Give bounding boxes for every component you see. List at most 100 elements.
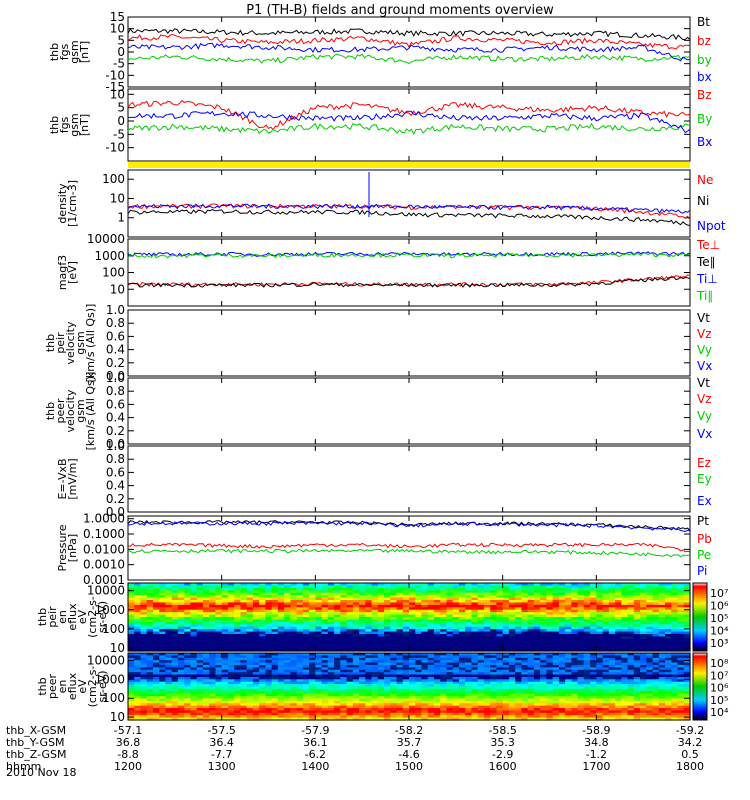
heatmap-cell	[646, 691, 654, 695]
heatmap-cell	[359, 696, 366, 700]
heatmap-cell	[252, 657, 260, 661]
heatmap-cell	[502, 626, 510, 630]
heatmap-cell	[221, 629, 229, 633]
heatmap-cell	[384, 626, 391, 630]
heatmap-cell	[190, 674, 198, 678]
heatmap-cell	[477, 612, 485, 616]
heatmap-cell	[496, 634, 504, 638]
heatmap-cell	[259, 621, 266, 625]
heatmap-cell	[683, 595, 691, 599]
heatmap-cell	[159, 688, 167, 692]
heatmap-cell	[658, 686, 666, 690]
heatmap-cell	[265, 686, 273, 690]
heatmap-cell	[583, 595, 591, 599]
y-tick-label: 5	[117, 33, 125, 47]
heatmap-cell	[234, 679, 241, 683]
y-axis-label: thb	[44, 334, 57, 352]
heatmap-cell	[533, 686, 541, 690]
heatmap-cell	[615, 691, 622, 695]
heatmap-cell	[415, 674, 423, 678]
heatmap-cell	[477, 669, 485, 673]
heatmap-cell	[321, 662, 329, 666]
heatmap-cell	[608, 657, 616, 661]
heatmap-cell	[365, 664, 373, 668]
heatmap-cell	[271, 672, 279, 676]
heatmap-cell	[402, 672, 410, 676]
heatmap-cell	[665, 631, 672, 635]
heatmap-cell	[359, 626, 366, 630]
heatmap-cell	[152, 602, 160, 606]
heatmap-cell	[396, 636, 404, 640]
heatmap-cell	[352, 705, 360, 709]
heatmap-cell	[340, 708, 348, 712]
heatmap-cell	[377, 636, 385, 640]
heatmap-cell	[621, 609, 629, 613]
heatmap-cell	[259, 693, 266, 697]
heatmap-cell	[677, 612, 685, 616]
heatmap-cell	[265, 590, 273, 594]
heatmap-cell	[277, 604, 285, 608]
heatmap-cell	[440, 636, 448, 640]
heatmap-cell	[146, 595, 154, 599]
heatmap-cell	[321, 604, 329, 608]
heatmap-cell	[352, 664, 360, 668]
heatmap-cell	[296, 667, 304, 671]
heatmap-cell	[565, 621, 572, 625]
y-tick-label: 0.2	[106, 492, 125, 506]
heatmap-cell	[427, 604, 435, 608]
heatmap-cell	[259, 662, 266, 666]
heatmap-cell	[477, 674, 485, 678]
heatmap-cell	[390, 617, 398, 621]
heatmap-cell	[502, 674, 510, 678]
heatmap-cell	[277, 619, 285, 623]
heatmap-cell	[284, 669, 291, 673]
heatmap-cell	[377, 600, 385, 604]
heatmap-cell	[221, 643, 229, 647]
heatmap-cell	[409, 703, 416, 707]
heatmap-cell	[177, 662, 185, 666]
heatmap-cell	[377, 696, 385, 700]
heatmap-cell	[521, 688, 529, 692]
heatmap-cell	[215, 703, 223, 707]
heatmap-cell	[615, 583, 622, 587]
heatmap-cell	[277, 676, 285, 680]
heatmap-cell	[371, 679, 379, 683]
heatmap-cell	[440, 619, 448, 623]
heatmap-cell	[321, 657, 329, 661]
heatmap-cell	[409, 604, 416, 608]
heatmap-cell	[402, 624, 410, 628]
heatmap-cell	[309, 634, 316, 638]
heatmap-cell	[665, 592, 672, 596]
colorbar-tick-label: 10⁴	[710, 625, 729, 638]
heatmap-cell	[190, 703, 198, 707]
heatmap-cell	[440, 609, 448, 613]
heatmap-cell	[621, 634, 629, 638]
heatmap-cell	[240, 587, 248, 591]
heatmap-cell	[533, 676, 541, 680]
heatmap-cell	[190, 614, 198, 618]
heatmap-cell	[296, 587, 304, 591]
heatmap-cell	[565, 684, 572, 688]
heatmap-cell	[327, 681, 335, 685]
heatmap-cell	[284, 705, 291, 709]
heatmap-cell	[215, 672, 223, 676]
heatmap-cell	[290, 672, 298, 676]
heatmap-cell	[315, 693, 323, 697]
heatmap-cell	[640, 657, 647, 661]
y-tick-label: -5	[113, 57, 125, 71]
heatmap-cell	[284, 660, 291, 664]
heatmap-cell	[652, 614, 660, 618]
heatmap-cell	[290, 648, 298, 652]
heatmap-cell	[184, 595, 192, 599]
legend-Ex: Ex	[697, 494, 712, 508]
heatmap-cell	[165, 643, 173, 647]
heatmap-cell	[371, 583, 379, 587]
heatmap-cell	[496, 590, 504, 594]
heatmap-cell	[652, 674, 660, 678]
heatmap-cell	[215, 636, 223, 640]
heatmap-cell	[677, 705, 685, 709]
heatmap-cell	[415, 626, 423, 630]
heatmap-cell	[421, 648, 429, 652]
heatmap-cell	[165, 700, 173, 704]
heatmap-cell	[602, 585, 610, 589]
